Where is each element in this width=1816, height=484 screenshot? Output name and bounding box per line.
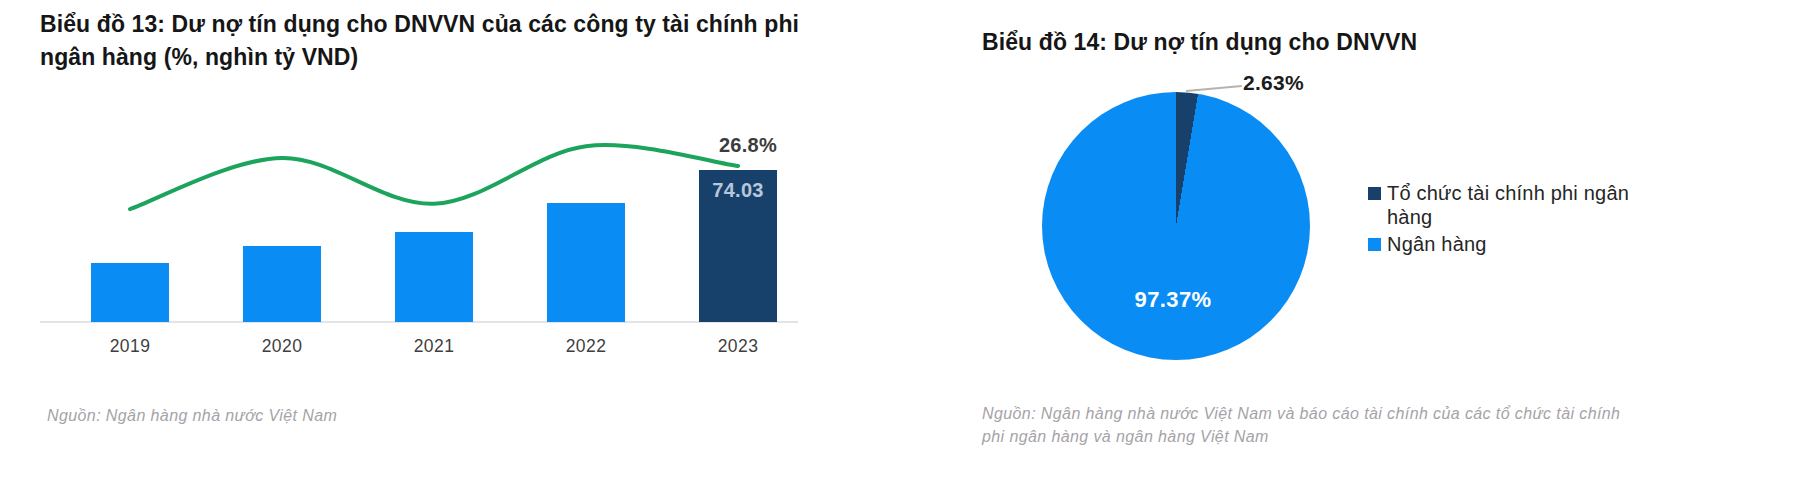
- x-tick-2021: 2021: [414, 336, 455, 357]
- growth-line-value-label: 26.8%: [719, 134, 777, 157]
- x-tick-2023: 2023: [718, 336, 759, 357]
- pie-leader-line: [1186, 85, 1242, 92]
- legend-label-nonbank: Tổ chức tài chính phi ngân hàng: [1387, 181, 1638, 229]
- x-tick-2020: 2020: [262, 336, 303, 357]
- growth-line-path: [130, 145, 738, 209]
- legend-label-bank: Ngân hàng: [1387, 232, 1487, 256]
- report-canvas: Biểu đồ 13: Dư nợ tín dụng cho DNVVN của…: [0, 0, 1816, 484]
- pie-chart-source: Nguồn: Ngân hàng nhà nước Việt Nam và bá…: [982, 402, 1622, 448]
- bar-chart-title: Biểu đồ 13: Dư nợ tín dụng cho DNVVN của…: [40, 8, 850, 74]
- legend-swatch-bank: [1368, 238, 1381, 251]
- legend-item-bank: Ngân hàng: [1368, 232, 1638, 256]
- pie-slice-label-bank: 97.37%: [1134, 287, 1211, 313]
- x-tick-2019: 2019: [110, 336, 151, 357]
- bar-chart-plot: 74.03 26.8% 2019 2020 2021 2022 2023: [40, 100, 790, 322]
- x-tick-2022: 2022: [566, 336, 607, 357]
- pie-chart-title: Biểu đồ 14: Dư nợ tín dụng cho DNVVN: [982, 26, 1742, 59]
- pie-slice-label-nonbank: 2.63%: [1243, 71, 1304, 95]
- legend-swatch-nonbank: [1368, 187, 1381, 200]
- legend-item-nonbank: Tổ chức tài chính phi ngân hàng: [1368, 181, 1638, 229]
- pie-legend: Tổ chức tài chính phi ngân hàng Ngân hàn…: [1368, 181, 1638, 259]
- growth-line: [40, 100, 790, 322]
- pie: [1042, 92, 1310, 360]
- bar-chart-source: Nguồn: Ngân hàng nhà nước Việt Nam: [47, 404, 647, 427]
